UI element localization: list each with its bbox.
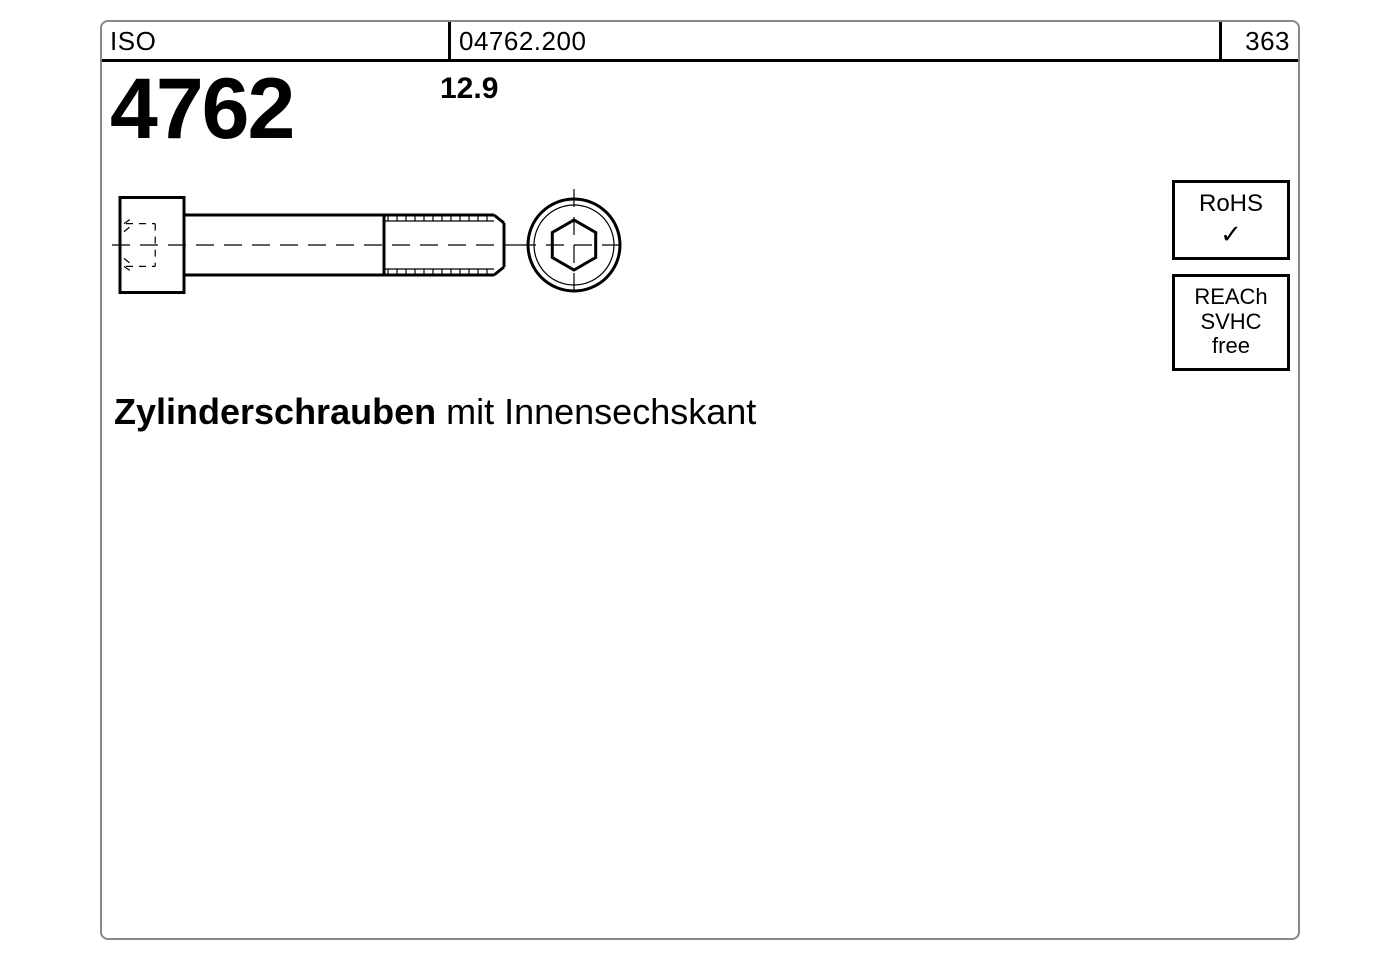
header-row: ISO 04762.200 363 [102, 22, 1298, 62]
strength-grade: 12.9 [440, 66, 498, 106]
drawing-row: RoHS ✓ REACh SVHC free [102, 180, 1298, 385]
header-code: 04762.200 [451, 22, 1222, 59]
reach-line3: free [1179, 334, 1283, 358]
description-strong: Zylinderschrauben [114, 391, 436, 432]
header-standard: ISO [102, 22, 451, 59]
datasheet-card: ISO 04762.200 363 4762 12.9 RoHS ✓ REACh… [100, 20, 1300, 940]
screw-drawing-svg [110, 180, 630, 310]
technical-drawing [102, 180, 1150, 310]
rohs-label: RoHS [1179, 191, 1283, 217]
rohs-badge: RoHS ✓ [1172, 180, 1290, 260]
check-icon: ✓ [1179, 221, 1283, 247]
reach-badge: REACh SVHC free [1172, 274, 1290, 371]
description-rest: mit Innensechskant [436, 391, 756, 432]
compliance-badges: RoHS ✓ REACh SVHC free [1150, 180, 1298, 385]
header-page: 363 [1222, 22, 1298, 59]
product-description: Zylinderschrauben mit Innensechskant [102, 391, 1298, 433]
reach-line1: REACh [1179, 285, 1283, 309]
standard-number: 4762 [110, 66, 440, 152]
title-row: 4762 12.9 [102, 66, 1298, 152]
reach-line2: SVHC [1179, 310, 1283, 334]
